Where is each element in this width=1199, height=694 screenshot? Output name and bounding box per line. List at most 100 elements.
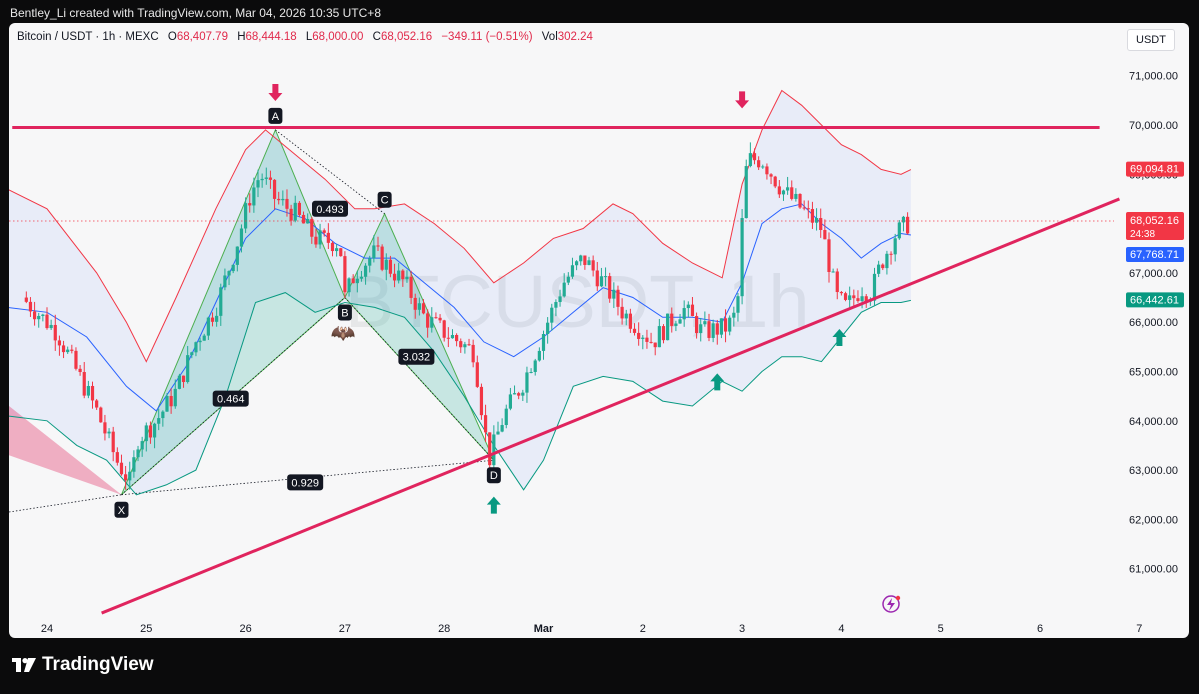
attribution-text: Bentley_Li created with TradingView.com,…	[10, 6, 381, 20]
candle-body	[289, 208, 293, 221]
candle-body	[603, 276, 608, 278]
candle-body	[674, 323, 678, 326]
candle-body	[157, 418, 161, 424]
volume-label: Vol	[541, 31, 558, 43]
candle-body	[61, 345, 66, 353]
candle-body	[761, 166, 765, 168]
candle-body	[550, 307, 554, 323]
candle-body	[421, 303, 426, 314]
candle-body	[103, 422, 107, 434]
candle-body	[670, 313, 674, 326]
candle-body	[256, 180, 260, 188]
candle-body	[653, 342, 657, 348]
candle-body	[392, 273, 397, 281]
candle-body	[438, 317, 442, 321]
candle-body	[74, 350, 78, 369]
pattern-ratio-line-xb	[121, 297, 346, 496]
candle-body	[773, 176, 777, 187]
candle-body	[107, 431, 111, 434]
candle-body	[823, 230, 827, 240]
candle-body	[661, 326, 666, 341]
open-label: O	[167, 31, 177, 43]
bollinger-upper-line	[9, 89, 912, 363]
candle-body	[190, 352, 194, 356]
pattern-ratio-label: 3.032	[403, 352, 431, 364]
pattern-ratio-box	[312, 200, 349, 217]
candle-body	[645, 337, 649, 342]
candle-body	[901, 216, 906, 223]
candle-body	[53, 324, 57, 341]
candle-body	[426, 313, 430, 328]
pattern-ratio-box	[398, 348, 435, 365]
candle-body	[260, 178, 264, 181]
candle-body	[248, 203, 252, 206]
candle-body	[744, 166, 748, 219]
candle-body	[339, 248, 343, 257]
candle-body	[492, 434, 496, 466]
candle-body	[703, 321, 707, 325]
pattern-ratio-label: 0.493	[316, 204, 344, 216]
candle-body	[310, 218, 314, 237]
candle-body	[740, 218, 744, 297]
candle-body	[165, 395, 169, 412]
price-tag-last_price-text: 68,052.16	[1130, 215, 1179, 227]
candle-body	[790, 187, 794, 199]
currency-button[interactable]: USDT	[1127, 29, 1175, 51]
candle-body	[405, 276, 409, 280]
candle-body	[99, 407, 103, 423]
candle-body	[599, 276, 604, 287]
price-chart[interactable]: BTCUSDT, 1hXABCD0.4930.4643.0320.929🦇61,…	[9, 23, 1189, 638]
candle-body	[575, 261, 579, 266]
candle-body	[517, 393, 521, 396]
high-label: H	[237, 31, 246, 43]
candle-body	[132, 457, 136, 472]
chart-panel[interactable]: BTCUSDT, 1h X A B C D 0.493 0.464 3.032 0.929 🦇 61,…	[9, 23, 1189, 638]
candle-body	[202, 335, 206, 341]
candle-body	[169, 395, 173, 407]
candle-body	[152, 423, 157, 438]
pattern-point-c-label: C	[381, 195, 389, 207]
attribution-bar: Bentley_Li created with TradingView.com,…	[0, 0, 1199, 24]
candle-body	[128, 471, 132, 481]
candle-body	[529, 371, 533, 373]
price-tag-last_price-countdown: 24:38	[1130, 229, 1155, 240]
candle-body	[508, 394, 512, 409]
candle-body	[351, 278, 355, 284]
candle-body	[409, 276, 413, 298]
candle-body	[355, 278, 359, 284]
candle-body	[728, 317, 732, 332]
candle-body	[819, 218, 823, 231]
pattern-point-a-box	[268, 107, 283, 124]
candle-body	[124, 474, 128, 481]
candle-body	[885, 253, 889, 269]
candle-body	[694, 316, 699, 334]
candle-body	[802, 207, 806, 209]
candle-body	[583, 255, 587, 265]
candle-body	[707, 321, 711, 338]
x-tick-label: 6	[1037, 623, 1043, 635]
y-tick-label: 65,000.00	[1129, 367, 1178, 379]
candle-body	[637, 332, 641, 339]
candle-body	[463, 344, 467, 348]
candle-body	[757, 160, 761, 168]
candle-body	[512, 393, 517, 395]
candle-body	[181, 375, 186, 383]
candle-body	[843, 293, 848, 300]
support-trendline	[101, 197, 1121, 615]
candle-body	[562, 282, 566, 297]
arrow-up-icon	[710, 373, 725, 391]
low-value: 68,000.00	[312, 31, 364, 43]
candle-body	[732, 312, 736, 318]
candle-body	[455, 335, 459, 342]
low-label: L	[305, 31, 313, 43]
candle-body	[223, 275, 227, 288]
candle-body	[690, 304, 695, 317]
candle-body	[198, 340, 202, 343]
candle-body	[372, 245, 376, 259]
x-tick-label: 28	[438, 623, 450, 635]
candle-body	[235, 246, 239, 265]
candle-body	[450, 335, 455, 339]
candle-body	[632, 328, 637, 333]
volume-value: 302.24	[557, 31, 593, 43]
candle-body	[442, 320, 446, 338]
